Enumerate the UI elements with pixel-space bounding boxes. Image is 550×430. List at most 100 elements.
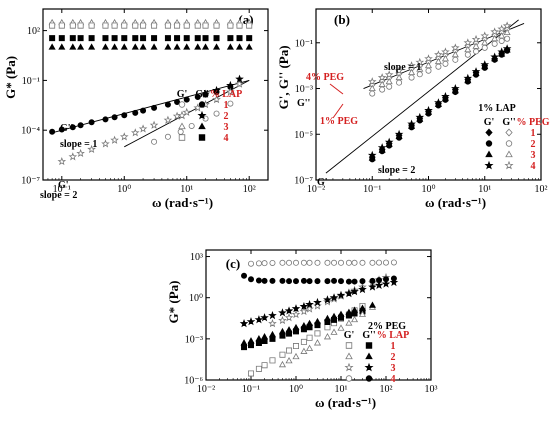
legend-marker [484,160,494,170]
data-point [132,109,139,116]
data-point [226,80,235,90]
data-point [111,43,119,50]
data-point [378,80,386,87]
data-point [359,278,366,285]
data-point [138,124,148,133]
data-point [351,315,359,323]
data-point [323,333,331,340]
data-point [174,22,181,29]
data-point [226,87,235,96]
data-point [441,47,450,56]
x-tick-label: 10⁻¹ [242,384,260,395]
series-Gp-2 [278,303,376,368]
data-point [386,83,393,90]
data-point [111,22,118,29]
data-point [268,330,277,338]
data-point [260,313,269,322]
data-point [389,277,399,287]
data-point [481,44,488,51]
data-point [239,319,249,328]
data-point [473,48,480,55]
data-point [246,22,253,29]
data-point [424,54,433,63]
data-point [261,260,268,267]
legend-header: G'' [195,89,209,100]
data-point [331,277,338,284]
data-point [163,115,173,124]
data-point [201,43,210,50]
data-point [323,295,332,304]
data-point [284,313,294,322]
data-point [435,63,442,70]
data-point [498,37,505,44]
data-point [464,45,472,53]
data-point [306,334,313,341]
legend-marker [485,128,493,137]
data-point [102,35,109,42]
data-point [292,259,299,266]
y-tick-label: 10³ [190,252,203,263]
data-point [227,100,234,107]
data-point [150,43,158,50]
data-point [374,280,384,289]
data-point [350,287,359,296]
annotation: slope = 2 [40,190,77,201]
legend-marker [505,128,513,137]
data-point [268,311,277,320]
data-point [390,259,397,266]
legend-label: 4 [224,133,229,144]
legend-marker [504,160,514,170]
data-point [358,284,367,294]
data-point [503,28,511,36]
data-point [416,65,424,72]
data-point [292,323,300,331]
legend-header: G' [177,89,188,100]
data-point [139,43,147,50]
data-point [121,22,128,29]
data-point [324,278,331,285]
data-area [239,259,399,377]
legend-label: 3 [531,150,536,161]
legend-label: 4 [391,374,396,385]
data-point [188,122,195,129]
data-point [149,120,159,129]
data-point [279,351,286,358]
data-point [69,22,76,29]
panel-c: 10⁻² 10⁻¹ 10⁰ 10¹ 10² 10³ 10⁻⁶ 10⁻³ 10⁰ 10³ ω (rad… [166,249,438,410]
data-point [471,34,481,44]
data-point [408,68,416,76]
data-point [369,277,376,284]
data-point [395,73,403,81]
data-point [69,124,76,131]
data-point [313,301,322,310]
data-point [164,101,171,108]
data-point [291,304,301,313]
legend-label: 2 [224,111,229,122]
peg-arrow [329,83,344,95]
legend-marker [485,150,493,158]
data-point [451,50,459,58]
series-Gpp-4 [367,21,512,86]
legend-marker [485,140,493,147]
data-point [174,98,181,105]
data-point [441,91,450,101]
data-point [396,79,403,86]
data-point [384,137,394,146]
data-point [300,347,308,354]
data-point [345,319,353,326]
data-point [292,278,299,285]
annotation: 1% PEG [320,116,358,127]
data-point [345,278,352,285]
plot-frame [205,249,432,381]
data-point [491,34,499,42]
x-tick-label: 10⁰ [117,184,131,195]
data-point [49,128,56,135]
data-point [140,35,147,42]
data-point [268,319,277,328]
legend-marker [364,362,374,372]
legend-label: 2 [531,139,536,150]
data-point [480,31,490,40]
x-tick-label: 10⁻² [307,184,325,195]
data-point [313,339,322,346]
